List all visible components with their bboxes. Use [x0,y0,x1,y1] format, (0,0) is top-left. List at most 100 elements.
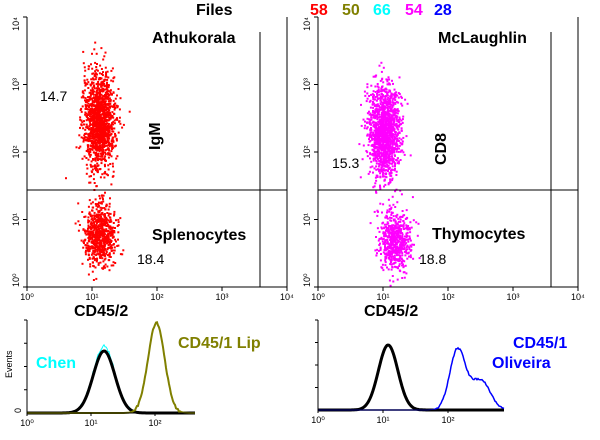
data-point [85,132,88,135]
data-point [107,168,110,171]
data-point [383,252,386,255]
data-point [97,129,99,132]
data-point [381,118,384,121]
data-point [93,73,96,76]
data-point [113,127,116,130]
data-point [106,212,109,214]
data-point [372,111,375,114]
data-point [105,91,108,94]
data-point [94,148,97,151]
data-point [380,167,383,170]
data-point [384,172,387,175]
data-point [95,52,98,55]
data-point [88,175,91,178]
data-point [92,246,95,249]
data-point [399,232,402,235]
data-point [403,238,406,240]
data-point [390,134,393,137]
data-point [94,233,97,236]
data-point [375,124,378,127]
data-point [99,83,102,86]
data-point [379,145,382,148]
data-point [94,116,97,119]
data-point [392,280,395,283]
data-point [387,126,390,129]
data-point [383,116,386,119]
data-point [398,76,401,79]
data-point [395,243,398,246]
data-point [377,149,380,152]
data-point [389,138,392,141]
data-point [381,161,384,164]
data-point [372,90,375,93]
data-point [83,123,86,126]
data-point [108,212,110,215]
data-point [86,242,89,245]
data-point [372,159,375,162]
data-point [390,169,392,172]
y-tick-label: 10¹ [302,213,312,226]
data-point [104,125,107,128]
data-point [381,175,384,178]
data-point [371,144,374,147]
data-point [362,118,365,121]
data-point [84,232,87,235]
data-point [378,150,381,153]
data-point [394,227,397,230]
data-point [399,256,402,259]
data-point [388,136,391,139]
data-point [403,276,406,279]
data-point [409,231,412,234]
data-point [380,138,383,141]
data-point [370,134,373,137]
data-point [87,216,90,219]
data-point [107,234,109,237]
data-point [81,262,84,265]
data-point [397,124,400,127]
data-point [81,121,84,124]
data-point [97,213,100,216]
data-point [374,182,377,185]
data-point [95,98,98,101]
data-point [382,123,385,126]
data-point [389,216,391,219]
data-point [85,249,87,252]
data-point [382,127,384,129]
y-tick-label: 10² [11,145,21,158]
data-point [393,133,396,136]
data-point [101,74,104,77]
data-point [91,111,94,114]
data-point [396,115,399,118]
data-point [81,91,84,94]
data-point [119,97,122,100]
data-point [395,216,398,219]
data-point [118,116,121,119]
data-point [387,183,390,186]
files-header: Files 58 50 66 54 28 [196,2,452,19]
data-point [382,81,385,84]
data-point [107,153,110,156]
data-point [114,238,117,241]
data-point [85,101,88,103]
data-point [95,169,97,172]
data-point [392,97,395,100]
data-point [93,227,96,230]
data-point [102,238,104,241]
data-point [101,81,104,83]
data-point [91,81,93,84]
data-point [89,137,92,140]
data-point [90,105,93,108]
data-point [90,63,92,66]
data-point [411,243,414,246]
data-point [383,249,386,252]
data-point [398,93,401,95]
data-point [366,121,369,124]
data-point [94,258,97,260]
data-point [393,94,396,97]
data-point [358,143,361,146]
data-point [387,91,390,94]
data-point [101,97,104,100]
data-point [407,252,409,255]
data-point [88,256,91,259]
data-point [110,116,113,119]
